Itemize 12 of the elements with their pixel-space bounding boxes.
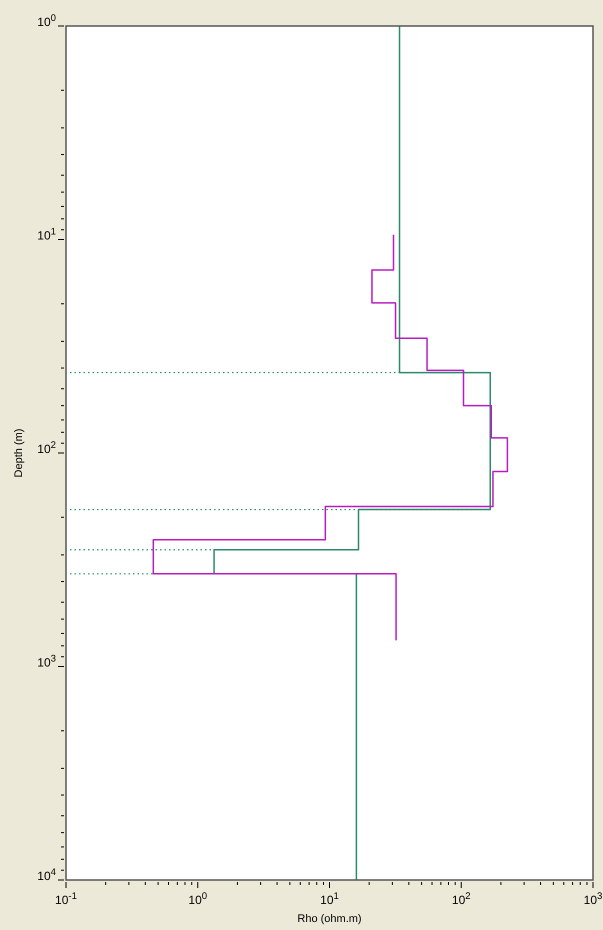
x-axis-title: Rho (ohm.m) xyxy=(297,913,362,925)
y-tick-label: 10$^{1}$ xyxy=(37,226,56,242)
y-tick-label: 10$^{4}$ xyxy=(37,866,57,883)
x-tick-label: 10$^{2}$ xyxy=(452,890,471,907)
x-tick-label: 10$^{1}$ xyxy=(320,890,339,907)
y-tick-label: 10$^{3}$ xyxy=(37,653,56,670)
x-tick-label: 10$^{-1}$ xyxy=(55,890,77,907)
y-tick-label: 10$^{0}$ xyxy=(37,12,56,29)
x-tick-label: 10$^{3}$ xyxy=(584,890,602,907)
y-tick-label: 10$^{2}$ xyxy=(37,440,56,456)
x-tick-label: 10$^{0}$ xyxy=(188,890,208,907)
y-axis-title: Depth (m) xyxy=(13,428,25,478)
